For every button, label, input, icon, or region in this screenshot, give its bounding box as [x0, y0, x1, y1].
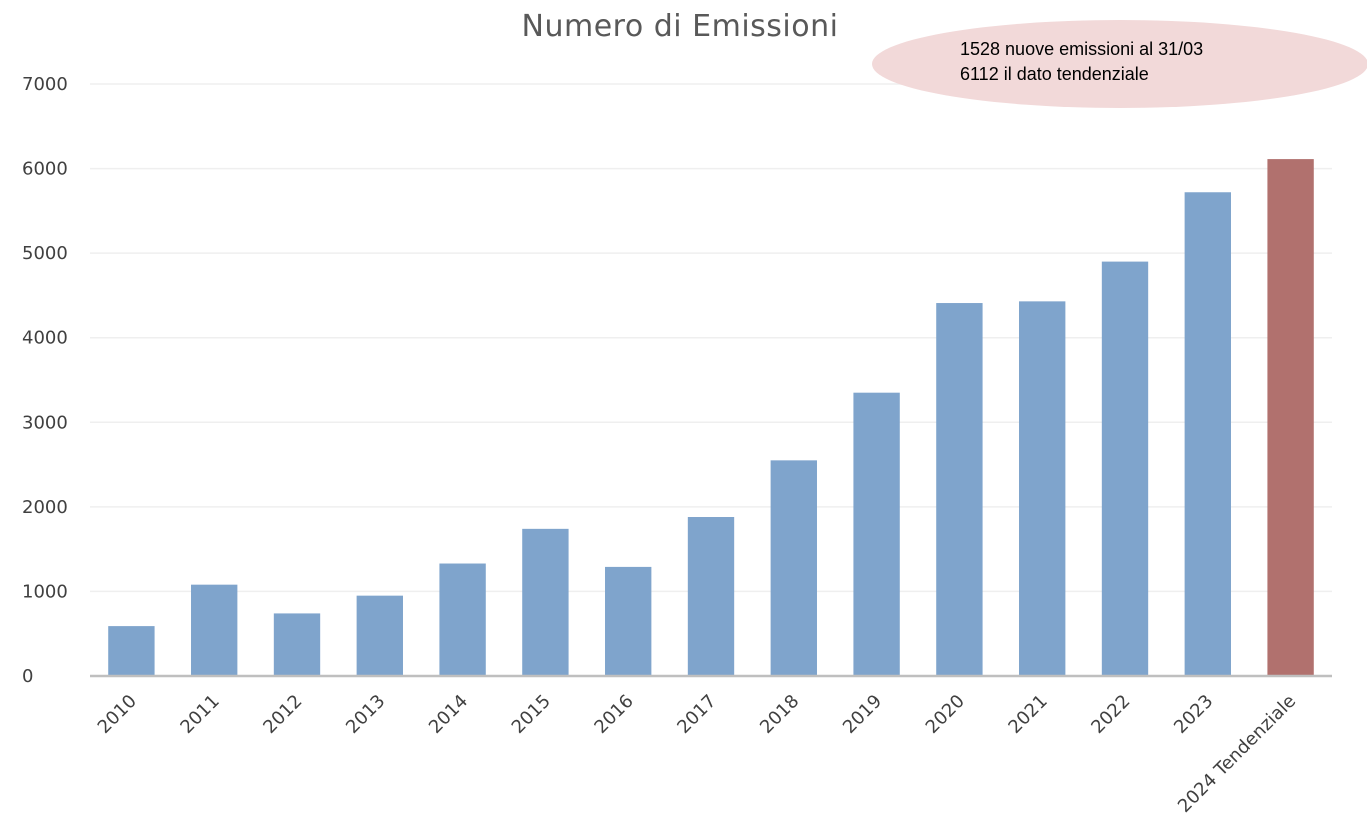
callout-ellipse — [872, 20, 1367, 108]
bar — [522, 528, 569, 676]
bar — [1019, 301, 1066, 676]
x-tick-label: 2020 — [922, 691, 969, 738]
x-tick-label: 2023 — [1170, 691, 1217, 738]
bar — [687, 517, 735, 676]
x-tick-label: 2011 — [176, 691, 223, 738]
bar — [273, 613, 321, 676]
x-tick-label: 2018 — [756, 691, 803, 738]
bar — [1101, 261, 1149, 676]
bars — [108, 159, 1314, 676]
y-tick-label: 6000 — [22, 159, 68, 180]
y-tick-label: 3000 — [22, 412, 68, 433]
x-tick-label: 2013 — [342, 691, 389, 738]
y-tick-label: 1000 — [22, 581, 68, 602]
bar — [936, 303, 983, 676]
bar — [853, 392, 900, 676]
x-tick-label: 2015 — [508, 691, 555, 738]
bar — [1267, 159, 1314, 676]
annotation-callout: 1528 nuove emissioni al 31/03 6112 il da… — [872, 20, 1367, 108]
y-tick-label: 5000 — [22, 243, 68, 264]
gridlines — [90, 83, 1332, 593]
x-tick-label: 2019 — [839, 691, 886, 738]
bar — [605, 566, 652, 676]
x-tick-label: 2017 — [673, 691, 720, 738]
bar — [439, 563, 486, 676]
y-tick-label: 7000 — [22, 74, 68, 95]
bar — [356, 595, 403, 676]
y-tick-label: 2000 — [22, 497, 68, 518]
callout-line-2: 6112 il dato tendenziale — [960, 64, 1149, 84]
x-tick-label: 2022 — [1087, 691, 1134, 738]
callout-line-1: 1528 nuove emissioni al 31/03 — [960, 39, 1203, 59]
x-tick-label: 2021 — [1004, 691, 1051, 738]
x-tick-label: 2014 — [425, 691, 472, 738]
bar — [1184, 192, 1231, 676]
x-tick-label: 2012 — [259, 691, 306, 738]
bar — [191, 584, 238, 676]
x-tick-label: 2010 — [94, 691, 141, 738]
bar — [108, 626, 155, 676]
bar — [770, 460, 817, 676]
x-tick-label: 2016 — [590, 691, 637, 738]
y-tick-label: 4000 — [22, 328, 68, 349]
y-tick-label: 0 — [22, 666, 33, 687]
chart-title: Numero di Emissioni — [522, 9, 839, 44]
